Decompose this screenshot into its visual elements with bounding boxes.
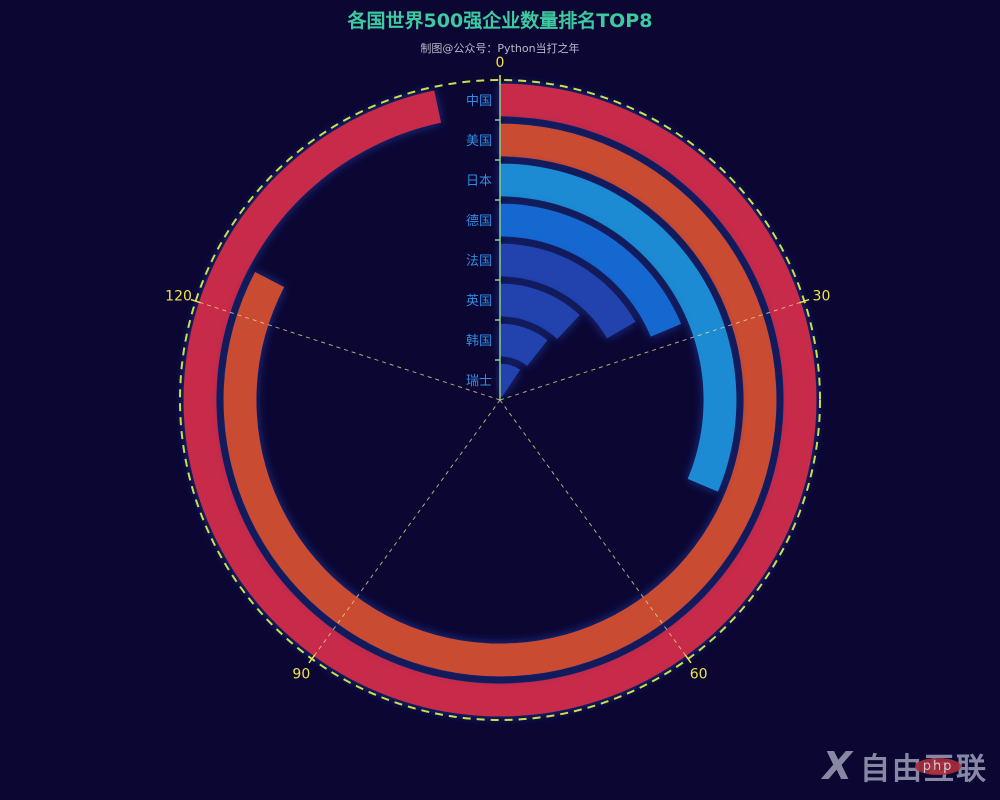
radius-label: 韩国 <box>466 334 492 349</box>
bar-英国[interactable] <box>500 283 580 340</box>
angle-tick-label: 60 <box>690 666 708 682</box>
angle-tick-label: 90 <box>292 666 310 682</box>
radius-label: 法国 <box>466 254 492 269</box>
split-line <box>195 300 501 401</box>
angle-tick <box>799 298 810 304</box>
angle-axis-circle <box>179 79 821 721</box>
bar-韩国[interactable] <box>500 323 548 366</box>
watermark-badge: php <box>914 758 962 775</box>
radius-label: 英国 <box>466 294 492 309</box>
chart-subtitle: 制图@公众号：Python当打之年 <box>420 42 580 55</box>
bar-series <box>183 83 817 717</box>
angle-tick-label: 30 <box>813 289 831 305</box>
radius-label: 瑞士 <box>466 374 492 389</box>
radius-label: 美国 <box>466 134 492 149</box>
angle-tick <box>308 654 316 664</box>
split-line <box>499 300 805 401</box>
bar-法国[interactable] <box>500 243 636 339</box>
radius-label: 日本 <box>466 174 492 189</box>
radius-label: 中国 <box>466 94 492 109</box>
bar-瑞士[interactable] <box>500 363 521 398</box>
split-line <box>499 399 689 660</box>
angle-tick <box>684 654 692 664</box>
chart-title: 各国世界500强企业数量排名TOP8 <box>347 10 653 32</box>
bar-日本[interactable] <box>500 163 737 492</box>
angle-tick-label: 0 <box>496 55 505 71</box>
split-line <box>311 399 501 660</box>
angle-tick <box>190 298 201 304</box>
radius-label: 德国 <box>466 214 492 229</box>
watermark-logo-icon: X <box>822 744 854 788</box>
angle-tick-label: 120 <box>165 289 192 305</box>
bar-德国[interactable] <box>500 203 682 337</box>
watermark: X自由互联 php <box>823 744 988 788</box>
